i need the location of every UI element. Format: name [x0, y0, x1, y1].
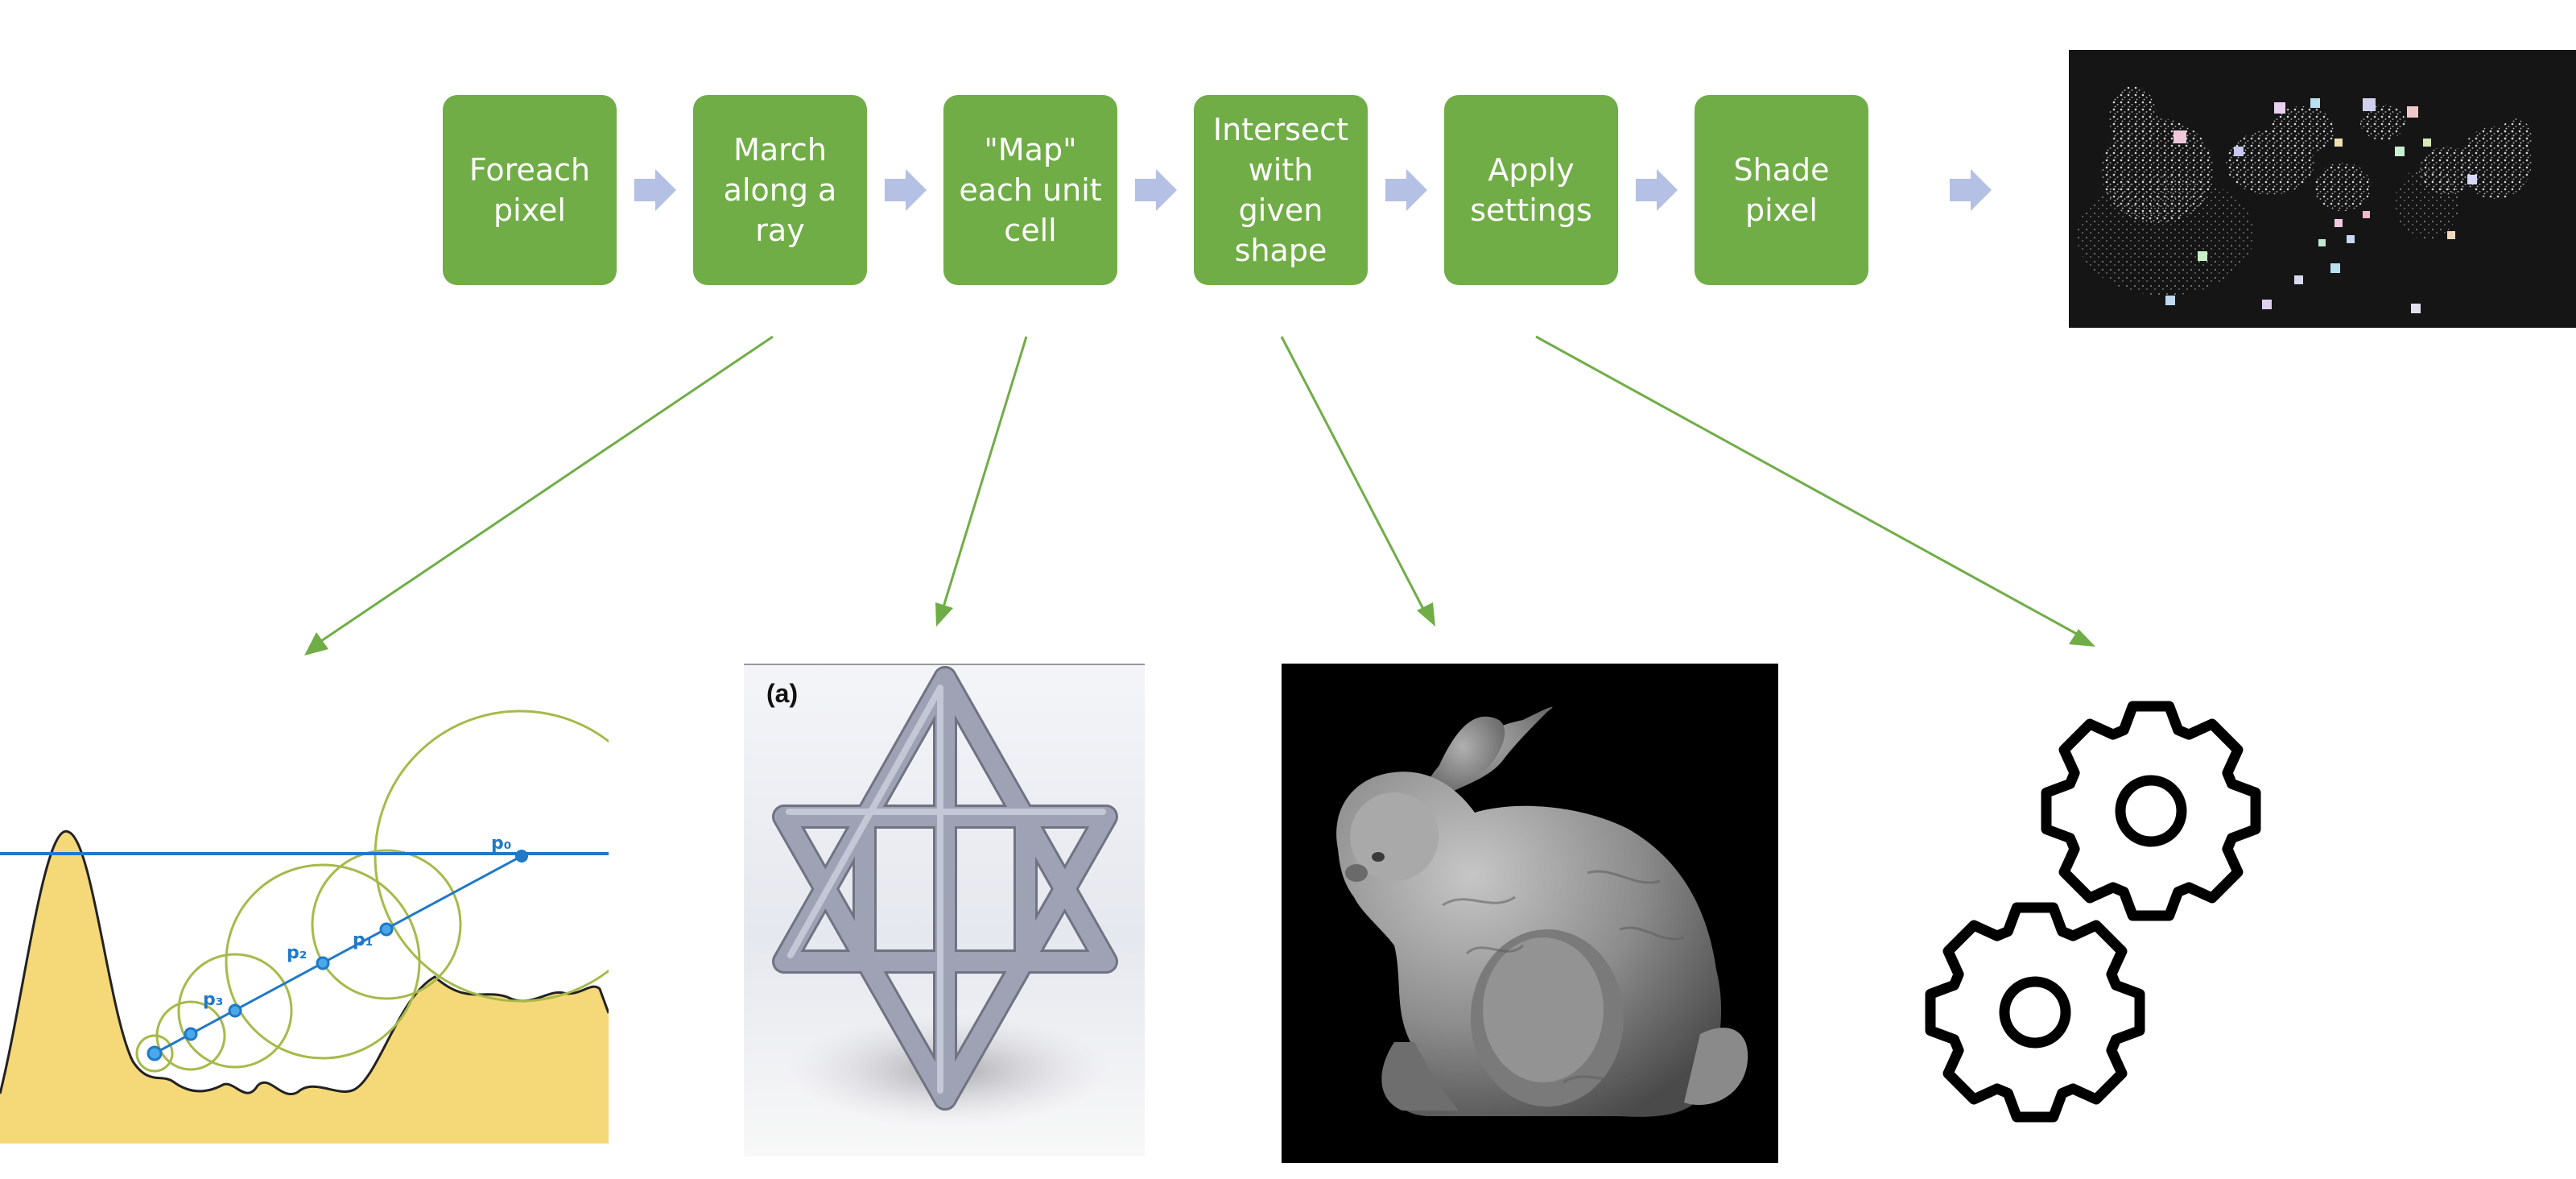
point-label-p2: p₂: [287, 943, 307, 963]
point-label-p0: p₀: [491, 834, 511, 854]
panel-label: (a): [766, 679, 798, 708]
gear-icon: [2041, 701, 2261, 921]
chevron-right-icon: [634, 169, 676, 211]
stanford-bunny-render: [1282, 664, 1778, 1163]
step-march-along-ray: March along a ray: [693, 95, 867, 285]
gear-icon: [1925, 701, 2261, 1123]
step-foreach-pixel: Foreach pixel: [443, 95, 617, 285]
point-label-p1: p₁: [353, 930, 373, 950]
output-render-image: [2069, 50, 2576, 328]
chevron-right-icon: [885, 169, 927, 211]
sphere-tracing-illustration: p₀ p₁ p₂ p₃: [0, 659, 609, 1144]
step-map-unit-cell: "Map" each unit cell: [943, 95, 1117, 285]
step-shade-pixel: Shade pixel: [1695, 95, 1868, 285]
chevron-right-icon: [1385, 169, 1427, 211]
point-label-p3: p₃: [203, 990, 223, 1010]
step-intersect-shape: Intersect with given shape: [1194, 95, 1368, 285]
unit-cell-illustration: (a): [744, 664, 1145, 1156]
settings-gears-illustration: [1916, 685, 2270, 1144]
chevron-right-icon: [1950, 169, 1992, 211]
chevron-right-icon: [1636, 169, 1678, 211]
chevron-right-icon: [1135, 169, 1177, 211]
gear-icon: [1925, 902, 2145, 1123]
step-apply-settings: Apply settings: [1444, 95, 1618, 285]
